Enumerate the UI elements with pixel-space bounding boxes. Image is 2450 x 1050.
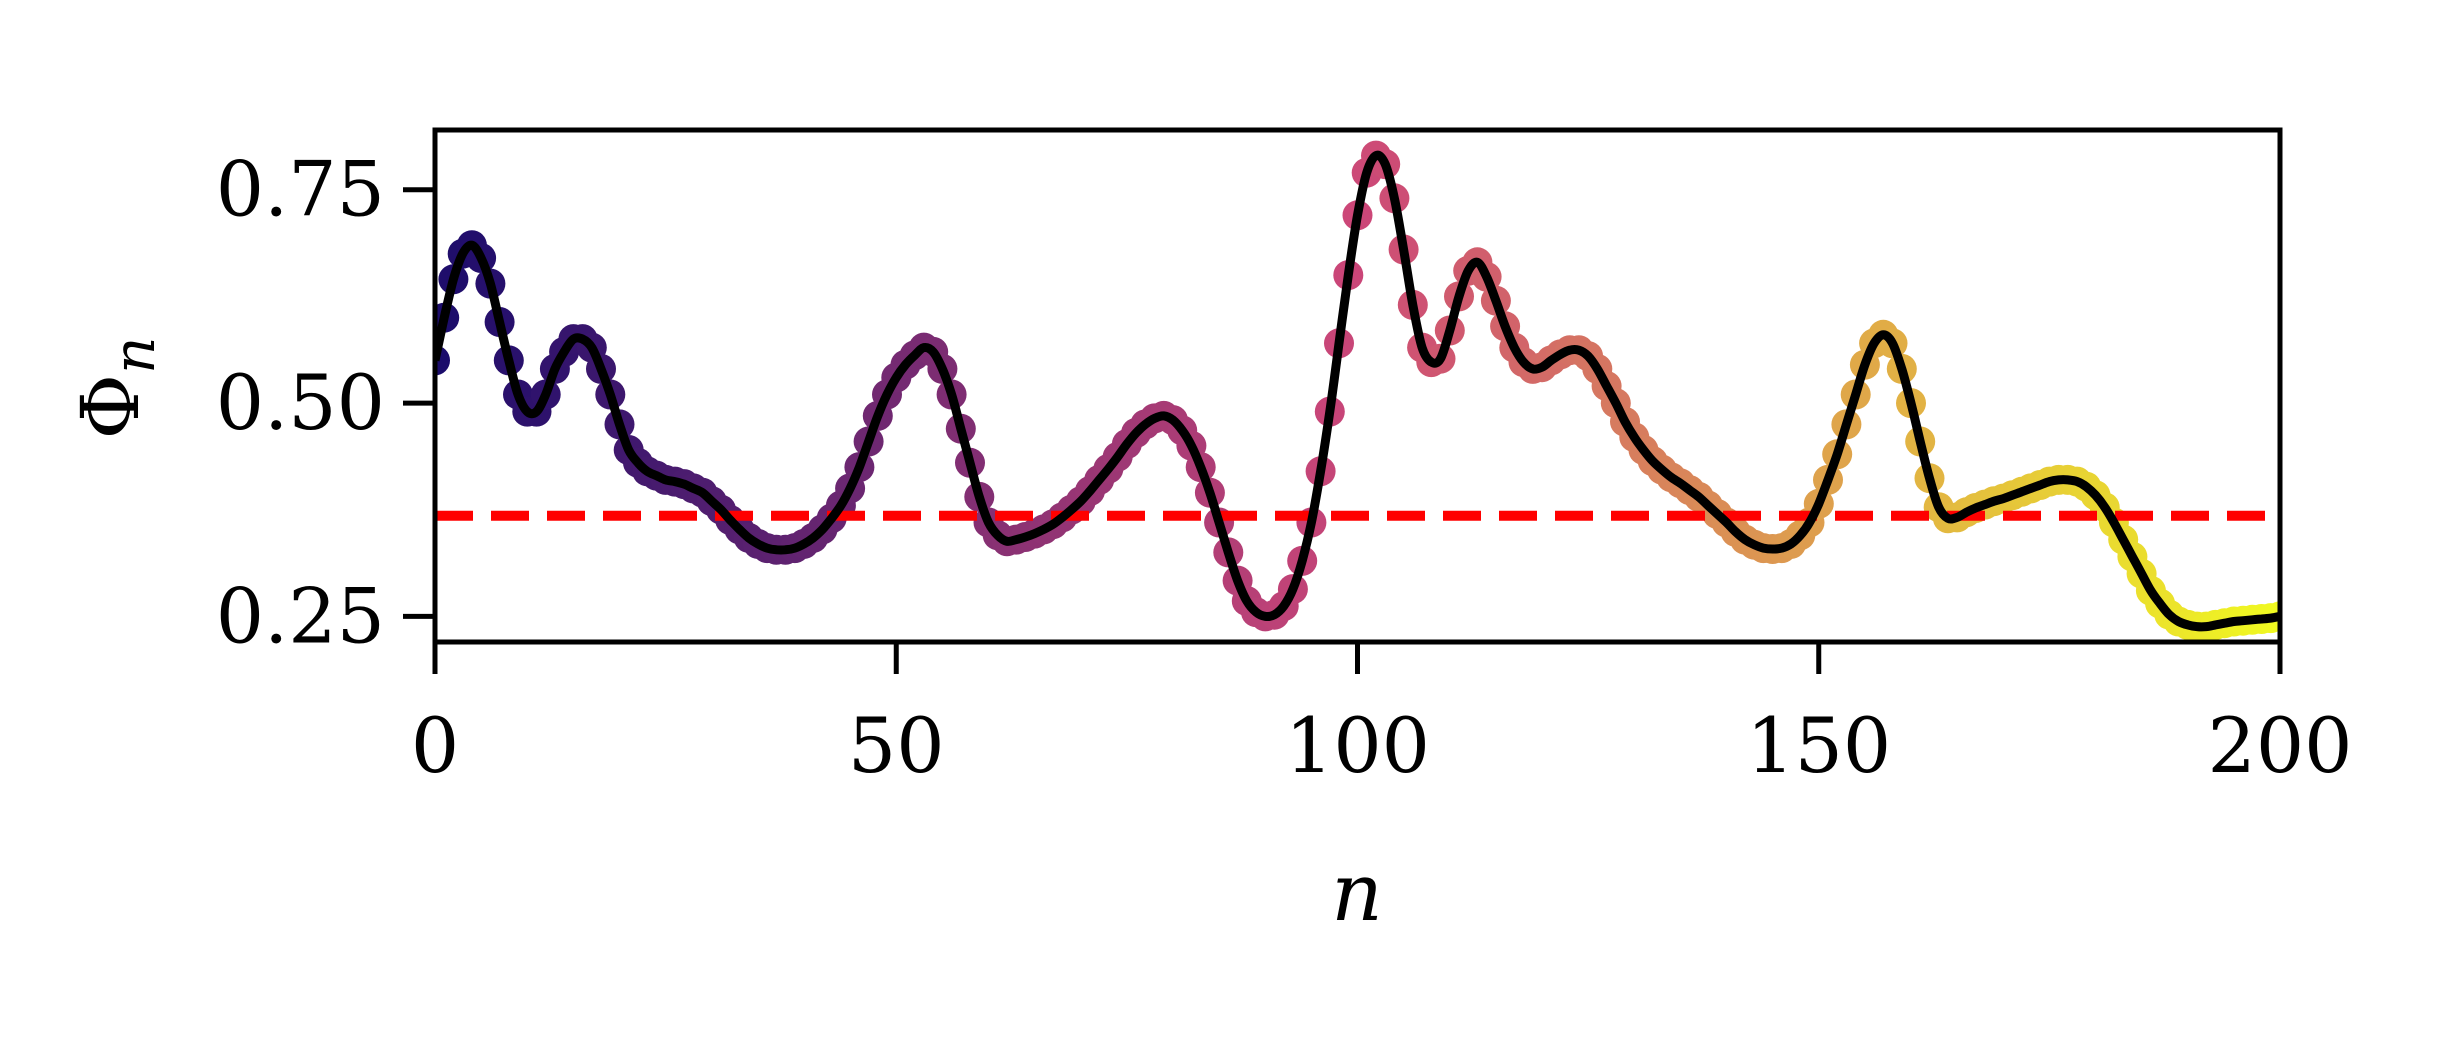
- x-tick-label: 50: [848, 701, 945, 790]
- y-axis-label: Φn: [64, 337, 168, 440]
- y-ticks: 0.25 0.50 0.75: [216, 145, 435, 660]
- x-tick-label: 100: [1285, 701, 1430, 790]
- y-tick-label: 0.75: [216, 145, 385, 234]
- y-axis-label-subscript: n: [100, 337, 168, 374]
- line-layer: [435, 150, 2280, 632]
- y-axis-label-symbol: Φ: [64, 374, 157, 440]
- x-tick-label: 200: [2207, 701, 2352, 790]
- y-tick-label: 0.50: [216, 358, 385, 447]
- x-axis-label: n: [1331, 846, 1383, 939]
- x-tick-label: 150: [1746, 701, 1891, 790]
- x-ticks: 0 50 100 150 200: [411, 642, 2353, 790]
- x-tick-label: 0: [411, 701, 459, 790]
- y-tick-label: 0.25: [216, 571, 385, 660]
- series-line: [435, 150, 2280, 632]
